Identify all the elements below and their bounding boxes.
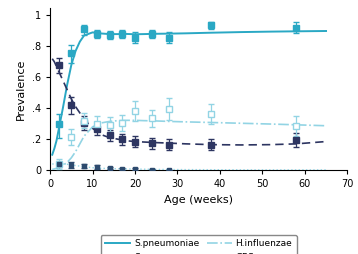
X-axis label: Age (weeks): Age (weeks) bbox=[164, 195, 233, 205]
Y-axis label: Prevalence: Prevalence bbox=[16, 58, 26, 120]
Legend: S.pneumoniae, S.aureus, H.influenzae, GBS: S.pneumoniae, S.aureus, H.influenzae, GB… bbox=[101, 235, 297, 254]
